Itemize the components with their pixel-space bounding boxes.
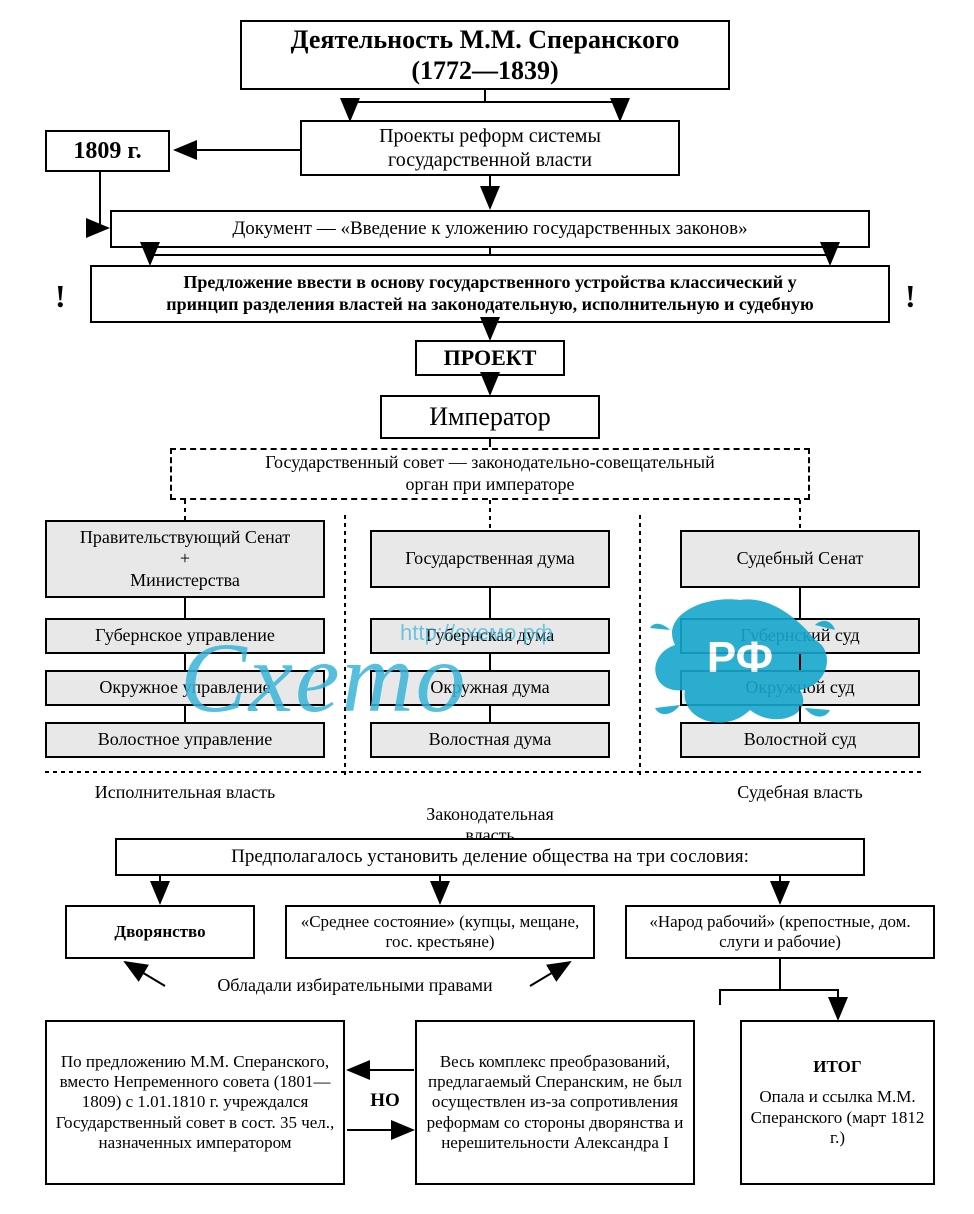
council-l2: орган при императоре [405, 474, 574, 496]
projects-box: Проекты реформ системы государственной в… [300, 120, 680, 176]
council-l1: Государственный совет — законодательно-с… [265, 452, 715, 474]
estates-intro-t: Предполагалось установить деление общест… [231, 846, 749, 869]
title-line2: (1772—1839) [411, 55, 558, 86]
year-box: 1809 г. [45, 130, 170, 172]
exec-footer: Исполнительная власть [45, 782, 325, 804]
estate-nobility-t: Дворянство [114, 922, 205, 942]
jud-l2: Окружной суд [680, 670, 920, 706]
leg-header-text: Государственная дума [405, 548, 575, 570]
bottom-left-t: По предложению М.М. Сперанского, вместо … [55, 1052, 335, 1154]
exec-l2-t: Окружное управление [99, 677, 270, 699]
estate-nobility: Дворянство [65, 905, 255, 959]
leg-l2: Окружная дума [370, 670, 610, 706]
proposal-box: Предложение ввести в основу государствен… [90, 265, 890, 323]
proposal-l2: принцип разделения властей на законодате… [166, 294, 814, 316]
exec-l1: Губернское управление [45, 618, 325, 654]
exec-footer-t: Исполнительная власть [95, 782, 275, 802]
year-text: 1809 г. [73, 137, 141, 166]
emperor-box: Император [380, 395, 600, 439]
leg-l1: Губернская дума [370, 618, 610, 654]
bottom-middle-t: Весь комплекс преобразований, предлагаем… [425, 1052, 685, 1154]
bottom-left: По предложению М.М. Сперанского, вместо … [45, 1020, 345, 1185]
jud-header-text: Судебный Сенат [737, 548, 864, 570]
title-line1: Деятельность М.М. Сперанского [291, 24, 680, 55]
bottom-right-body: Опала и ссылка М.М. Сперанского (март 18… [750, 1087, 925, 1148]
estates-intro: Предполагалось установить деление общест… [115, 838, 865, 876]
exec-l3: Волостное управление [45, 722, 325, 758]
exec-l2: Окружное управление [45, 670, 325, 706]
document-box: Документ — «Введение к уложению государс… [110, 210, 870, 248]
bottom-right-title: ИТОГ [813, 1057, 861, 1077]
leg-l3-t: Волостная дума [429, 729, 552, 751]
jud-l3: Волостной суд [680, 722, 920, 758]
exclaim-left: ! [55, 278, 66, 315]
estate-middle: «Среднее состояние» (купцы, мещане, гос.… [285, 905, 595, 959]
jud-footer-t: Судебная власть [737, 782, 862, 802]
bottom-right: ИТОГ Опала и ссылка М.М. Сперанского (ма… [740, 1020, 935, 1185]
exec-header-text: Правительствующий Сенат + Министерства [80, 527, 290, 592]
jud-l2-t: Окружной суд [745, 677, 854, 699]
project-label-box: ПРОЕКТ [415, 340, 565, 376]
proposal-l1: Предложение ввести в основу государствен… [183, 272, 796, 294]
estate-workers-t: «Народ рабочий» (крепостные, дом. слуги … [635, 912, 925, 953]
projects-l1: Проекты реформ системы [379, 124, 601, 148]
watermark-splash-icon: РФ [640, 590, 840, 730]
bottom-but-t: НО [370, 1090, 400, 1111]
exclaim-right: ! [905, 278, 916, 315]
leg-l2-t: Окружная дума [430, 677, 549, 699]
document-text: Документ — «Введение к уложению государс… [232, 218, 747, 241]
estate-middle-t: «Среднее состояние» (купцы, мещане, гос.… [295, 912, 585, 953]
estate-workers: «Народ рабочий» (крепостные, дом. слуги … [625, 905, 935, 959]
leg-header: Государственная дума [370, 530, 610, 588]
exec-l1-t: Губернское управление [95, 625, 275, 647]
projects-l2: государственной власти [388, 148, 592, 172]
jud-l1-t: Губернский суд [740, 625, 859, 647]
jud-header: Судебный Сенат [680, 530, 920, 588]
jud-l1: Губернский суд [680, 618, 920, 654]
leg-l1-t: Губернская дума [426, 625, 554, 647]
project-label: ПРОЕКТ [444, 345, 537, 371]
bottom-middle: Весь комплекс преобразований, предлагаем… [415, 1020, 695, 1185]
council-box: Государственный совет — законодательно-с… [170, 448, 810, 500]
emperor-text: Император [429, 401, 551, 432]
title-box: Деятельность М.М. Сперанского (1772—1839… [240, 20, 730, 90]
exec-header: Правительствующий Сенат + Министерства [45, 520, 325, 598]
leg-l3: Волостная дума [370, 722, 610, 758]
bottom-but: НО [360, 1090, 410, 1113]
voting-rights: Обладали избирательными правами [165, 975, 545, 997]
exec-l3-t: Волостное управление [98, 729, 273, 751]
voting-rights-t: Обладали избирательными правами [217, 975, 492, 995]
jud-l3-t: Волостной суд [744, 729, 857, 751]
jud-footer: Судебная власть [680, 782, 920, 804]
